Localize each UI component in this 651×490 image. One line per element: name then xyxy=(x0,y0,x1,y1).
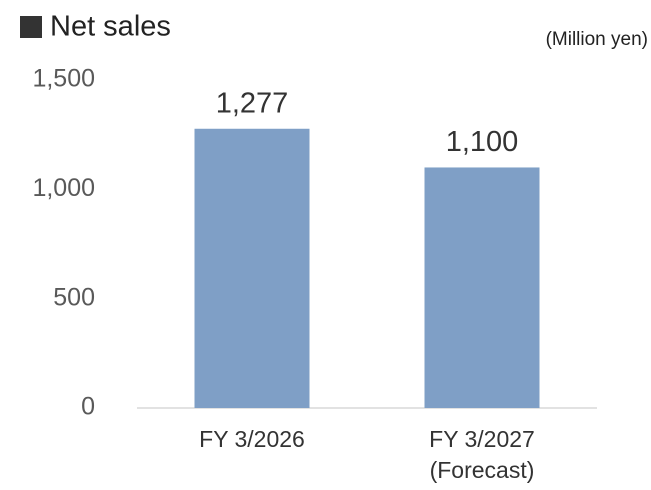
y-tick-label: 500 xyxy=(53,283,95,311)
y-tick-label: 0 xyxy=(81,393,95,421)
chart-title: Net sales xyxy=(50,11,171,43)
title-marker xyxy=(20,16,42,38)
data-label: 1,100 xyxy=(446,126,519,158)
bar xyxy=(194,128,310,408)
x-tick-label: (Forecast) xyxy=(430,457,535,483)
x-tick-label: FY 3/2026 xyxy=(199,426,305,452)
y-tick-label: 1,500 xyxy=(32,65,95,93)
x-tick-label: FY 3/2027 xyxy=(429,426,535,452)
data-label: 1,277 xyxy=(216,87,289,119)
bar xyxy=(424,167,540,408)
y-tick-label: 1,000 xyxy=(32,174,95,202)
unit-label: (Million yen) xyxy=(546,29,648,50)
